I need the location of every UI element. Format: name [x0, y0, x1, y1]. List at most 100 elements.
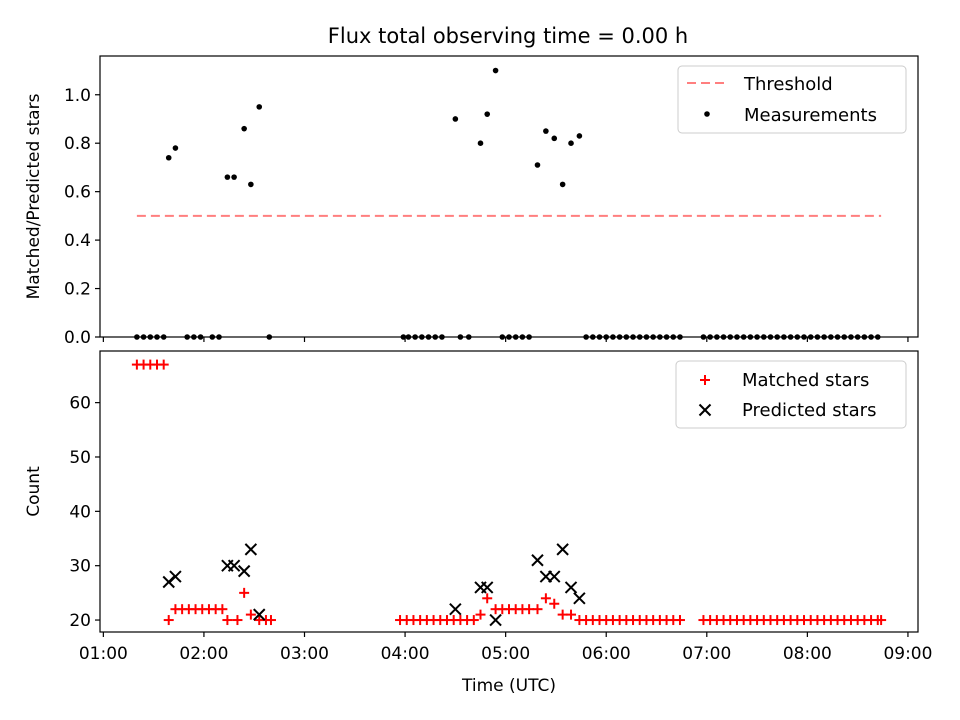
legend-box: [677, 65, 907, 134]
x-tick-label: 06:00: [582, 644, 631, 664]
predicted-star-point-b: [489, 613, 502, 627]
measurement-point: [140, 334, 147, 340]
predicted-star-point: [548, 570, 561, 583]
measurement-point: [224, 174, 231, 180]
measurement-point: [559, 181, 566, 188]
measurement-point: [747, 334, 754, 340]
measurement-point: [814, 334, 821, 340]
measurement-point: [165, 154, 172, 161]
legend-predicted-swatch: [698, 403, 712, 417]
y-tick-label: 50: [69, 448, 91, 468]
measurement-point: [643, 334, 650, 340]
measurement-point: [134, 334, 140, 340]
predicted-star-point: [237, 564, 251, 578]
predicted-star-point-b: [253, 608, 266, 621]
measurement-point: [657, 334, 663, 340]
measurement-point: [596, 334, 603, 340]
measurement-point: [197, 334, 204, 340]
measurement-point: [781, 334, 787, 340]
measurement-point: [551, 135, 558, 142]
predicted-star-point-b: [169, 570, 182, 583]
measurement-point: [147, 334, 154, 340]
predicted-star-point: [564, 581, 578, 594]
measurement-point: [492, 67, 499, 74]
predicted-star-point: [227, 559, 241, 572]
measurement-point: [787, 334, 794, 340]
measurement-point: [400, 334, 407, 340]
measurement-point: [465, 334, 472, 340]
matched-star-point: [482, 593, 493, 604]
measurement-point: [801, 334, 807, 340]
x-tick-label: 01:00: [79, 644, 128, 664]
x-tick-label: 09:00: [883, 644, 932, 664]
measurement-point: [452, 116, 459, 122]
measurement-point: [216, 334, 222, 340]
measurement-point: [663, 334, 670, 340]
matched-star-point: [549, 598, 560, 609]
matched-star-point: [239, 587, 250, 598]
bottom-panel: 20 30 40 50 60 01:00 02:00 03:00 04:00 05:00 06:00…: [24, 350, 932, 696]
matched-star-point: [532, 604, 543, 615]
measurement-point: [248, 181, 254, 188]
matched-star-point: [524, 604, 535, 615]
y-tick-label: 1.0: [64, 86, 91, 106]
chart-title: Flux total observing time = 0.00 h: [328, 24, 688, 48]
measurement-point: [543, 128, 549, 134]
matched-star-point: [245, 609, 256, 620]
matched-star-point: [557, 609, 568, 620]
measurement-point: [568, 140, 574, 147]
measurement-point: [184, 334, 190, 340]
legend-matched-label: Matched stars: [742, 370, 869, 391]
y-tick-label: 0.8: [64, 134, 91, 154]
legend-threshold-label: Threshold: [743, 74, 833, 95]
legend-box: [675, 360, 907, 429]
predicted-star-point-b: [481, 581, 494, 594]
measurement-point: [457, 334, 464, 340]
legend-matched-swatch: [700, 375, 710, 385]
measurement-point: [868, 334, 874, 340]
x-tick-label: 04:00: [381, 644, 430, 664]
predicted-star-point-b: [564, 581, 578, 594]
measurement-point: [526, 334, 532, 340]
measurement-point: [590, 334, 596, 340]
measurement-point: [231, 174, 237, 180]
measurement-point: [160, 334, 167, 340]
measurement-point: [499, 334, 506, 340]
matched-star-point: [222, 615, 233, 626]
matched-star-point: [265, 615, 276, 626]
y-tick-label: 0.0: [64, 328, 91, 348]
y-tick-label: 0.4: [64, 231, 91, 251]
measurement-point: [828, 334, 834, 340]
x-tick-label: 07:00: [682, 644, 731, 664]
measurement-point: [506, 334, 512, 340]
legend-predicted-label: Predicted stars: [742, 400, 876, 421]
measurement-point: [767, 334, 774, 340]
measurement-point: [484, 111, 491, 117]
predicted-star-point: [556, 543, 569, 556]
y-tick-label: 20: [69, 611, 91, 631]
predicted-star-point-b: [244, 543, 258, 556]
predicted-star-point-b: [548, 570, 561, 583]
predicted-star-point-b: [556, 543, 569, 556]
measurement-point: [610, 334, 616, 340]
legend-measurements-swatch: [704, 111, 710, 117]
matched-star-point: [232, 615, 243, 626]
matched-star-point: [163, 615, 174, 626]
predicted-star-point-b: [237, 564, 251, 578]
measurement-point: [760, 334, 767, 340]
y-tick-label: 0.2: [64, 280, 91, 300]
matched-star-point: [217, 604, 228, 615]
measurement-point: [519, 334, 526, 340]
measurement-point: [834, 334, 841, 340]
y-tick-label: 0.6: [64, 183, 91, 203]
predicted-star-point: [489, 613, 502, 627]
legend-measurements-label: Measurements: [744, 105, 877, 126]
x-tick-label: 08:00: [783, 644, 832, 664]
measurement-point: [794, 334, 801, 340]
matched-star-point: [158, 359, 169, 370]
measurement-point: [209, 334, 216, 340]
measurement-point: [477, 140, 484, 147]
measurement-point: [841, 334, 848, 340]
y-axis-label: Count: [24, 466, 44, 517]
